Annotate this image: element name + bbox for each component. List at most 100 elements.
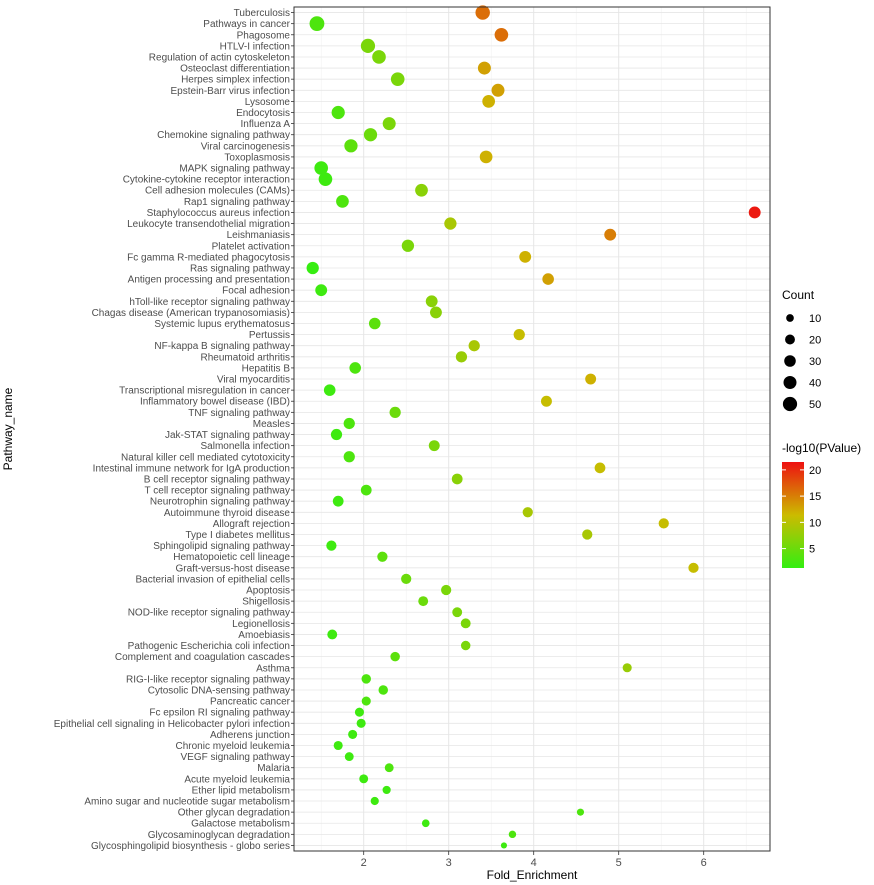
data-point (444, 217, 457, 230)
data-point (331, 105, 345, 120)
data-point (354, 707, 364, 717)
y-tick-label: Galactose metabolism (191, 819, 290, 830)
data-point (377, 551, 388, 562)
y-tick-label: Type I diabetes mellitus (186, 530, 291, 541)
y-tick-label: Legionellosis (232, 619, 290, 630)
data-point (494, 27, 509, 42)
data-point (500, 842, 508, 849)
color-legend-label: 5 (809, 544, 815, 556)
size-legend-key (784, 355, 796, 367)
y-tick-label: Autoimmune thyroid disease (164, 508, 291, 519)
data-point (482, 95, 496, 108)
y-tick-label: Influenza A (241, 119, 291, 130)
y-tick-label: Sphingolipid signaling pathway (153, 541, 290, 552)
y-tick-label: T cell receptor signaling pathway (145, 486, 290, 497)
y-tick-label: Endocytosis (236, 108, 290, 119)
data-point (361, 696, 371, 706)
color-legend-label: 20 (809, 465, 821, 477)
plot-panel-border (293, 6, 771, 852)
x-tick-label: 2 (361, 857, 367, 869)
data-point (441, 584, 452, 596)
data-point (361, 674, 371, 684)
data-point (344, 752, 354, 762)
y-axis-title: Pathway_name (1, 387, 15, 470)
y-tick-label: Shigellosis (242, 597, 290, 608)
y-tick-label: Cytosolic DNA-sensing pathway (148, 685, 290, 696)
y-tick-label: Natural killer cell mediated cytotoxicit… (121, 452, 290, 463)
data-point (519, 250, 532, 263)
data-point (576, 808, 585, 816)
data-point (382, 785, 391, 795)
size-legend-label: 40 (809, 378, 821, 390)
data-point (314, 161, 329, 175)
y-tick-label: Allograft rejection (213, 519, 290, 530)
data-point (460, 618, 471, 629)
data-point (326, 540, 337, 551)
y-tick-label: Phagosome (237, 30, 291, 41)
y-tick-label: Epithelial cell signaling in Helicobacte… (54, 719, 290, 730)
y-tick-label: Platelet activation (212, 241, 290, 252)
data-point (513, 328, 525, 341)
data-point (309, 16, 325, 32)
y-tick-label: Ras signaling pathway (190, 263, 290, 274)
data-point (323, 384, 336, 396)
data-point (390, 651, 400, 662)
data-point (372, 50, 386, 64)
x-tick-label: 3 (446, 857, 452, 869)
y-axis-ticks (291, 12, 294, 846)
data-point (475, 5, 490, 20)
y-tick-label: Chagas disease (American trypanosomiasis… (92, 308, 290, 319)
data-point (360, 484, 372, 496)
data-point (378, 685, 388, 695)
y-tick-label: Cytokine-cytokine receptor interaction (123, 175, 290, 186)
data-point (384, 763, 394, 773)
y-tick-label: Measles (253, 419, 290, 430)
panel-fill (294, 7, 770, 851)
y-tick-label: Fc gamma R-mediated phagocytosis (127, 252, 290, 263)
color-gradient-bar (782, 462, 804, 568)
data-point (333, 740, 343, 751)
y-tick-label: Regulation of actin cytoskeleton (149, 52, 290, 63)
y-tick-label: Fc epsilon RI signaling pathway (149, 708, 290, 719)
y-tick-label: Systemic lupus erythematosus (154, 319, 290, 330)
data-point (688, 562, 699, 573)
y-tick-label: Focal adhesion (222, 286, 290, 297)
y-tick-label: Salmonella infection (201, 441, 291, 452)
size-legend-label: 50 (809, 399, 821, 411)
data-point (604, 228, 617, 241)
y-tick-label: MAPK signaling pathway (179, 164, 290, 175)
data-point (455, 351, 468, 363)
data-point (582, 529, 593, 540)
size-legend-key (785, 334, 795, 345)
data-point (585, 373, 597, 385)
data-point (327, 629, 338, 640)
data-point (332, 495, 344, 507)
y-tick-label: Intestinal immune network for IgA produc… (93, 463, 290, 474)
data-point (343, 417, 355, 430)
y-tick-label: Bacterial invasion of epithelial cells (135, 574, 290, 585)
data-point (382, 117, 396, 131)
y-tick-label: Chemokine signaling pathway (157, 130, 290, 141)
x-tick-label: 4 (531, 857, 537, 869)
y-tick-label: Osteoclast differentiation (180, 64, 290, 75)
y-tick-label: Jak-STAT signaling pathway (165, 430, 290, 441)
size-legend-label: 20 (809, 335, 821, 347)
y-tick-label: Hepatitis B (242, 363, 291, 374)
data-point (359, 774, 369, 784)
y-tick-label: Herpes simplex infection (181, 75, 290, 86)
data-point (540, 395, 552, 407)
y-tick-label: Viral carcinogenesis (201, 141, 290, 152)
y-tick-label: NF-kappa B signaling pathway (154, 341, 290, 352)
y-tick-label: Epstein-Barr virus infection (171, 86, 291, 97)
color-legend-label: 10 (809, 517, 821, 529)
data-point (522, 507, 533, 518)
y-tick-label: Complement and coagulation cascades (115, 652, 290, 663)
x-axis-title: Fold_Enrichment (487, 868, 578, 882)
data-point (428, 440, 440, 452)
y-tick-label: Amino sugar and nucleotide sugar metabol… (84, 797, 290, 808)
y-tick-label: Adherens junction (210, 730, 290, 741)
data-point (315, 284, 328, 297)
y-tick-label: Graft-versus-host disease (176, 563, 291, 574)
data-point (401, 573, 412, 585)
